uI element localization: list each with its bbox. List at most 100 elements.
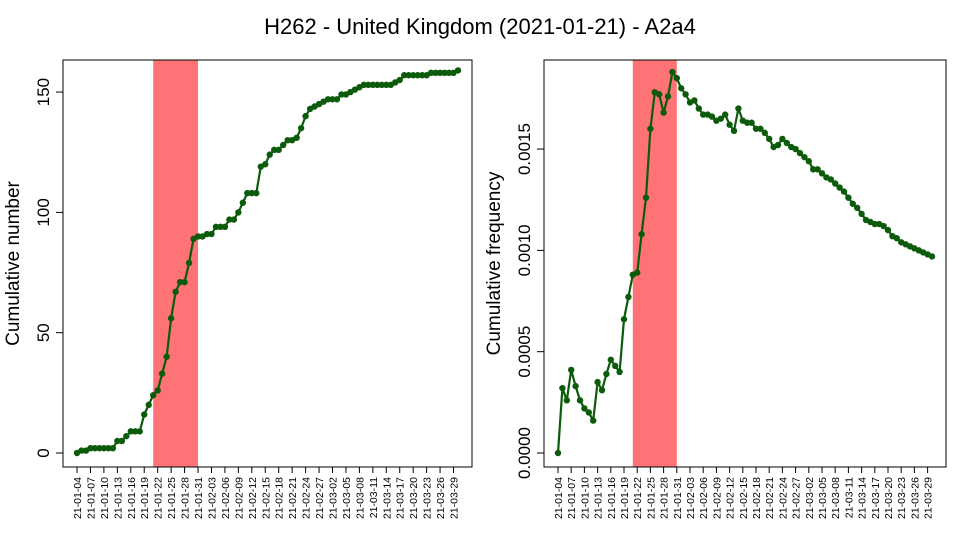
x-tick-label: 21-02-18 xyxy=(274,477,286,519)
data-point xyxy=(324,96,332,103)
x-tick-label: 21-01-07 xyxy=(85,477,97,519)
data-point xyxy=(616,368,623,376)
data-point xyxy=(893,235,900,242)
x-tick-label: 21-01-13 xyxy=(593,477,605,519)
x-tick-label: 21-02-21 xyxy=(287,477,299,519)
data-point xyxy=(722,111,729,118)
data-point xyxy=(647,125,654,132)
data-point xyxy=(792,145,799,153)
x-tick-label: 21-01-28 xyxy=(659,477,671,519)
data-point xyxy=(827,176,834,183)
figure-title: H262 - United Kingdom (2021-01-21) - A2a… xyxy=(264,14,696,39)
data-point xyxy=(572,382,579,390)
data-point xyxy=(271,146,278,154)
x-tick-label: 21-01-19 xyxy=(139,477,151,519)
x-tick-label: 21-03-23 xyxy=(422,477,434,519)
data-point xyxy=(576,397,584,404)
data-point xyxy=(656,91,663,98)
data-point xyxy=(594,378,601,386)
x-tick-label: 21-03-08 xyxy=(830,477,842,519)
data-point xyxy=(884,226,892,234)
data-point xyxy=(783,139,790,147)
x-tick-label: 21-02-27 xyxy=(791,477,803,519)
data-point xyxy=(634,269,641,276)
data-point xyxy=(132,428,139,435)
data-point xyxy=(620,316,628,323)
x-tick-label: 21-01-25 xyxy=(645,477,657,519)
data-point xyxy=(559,384,566,392)
data-point xyxy=(871,220,878,228)
data-point xyxy=(818,170,826,177)
x-tick-label: 21-03-05 xyxy=(817,477,829,519)
data-point xyxy=(230,216,238,223)
data-point xyxy=(748,119,755,126)
data-point xyxy=(563,397,570,404)
data-point xyxy=(275,146,282,154)
x-tick-label: 21-03-11 xyxy=(843,477,855,518)
data-point xyxy=(568,366,575,374)
data-point xyxy=(845,194,852,201)
data-point xyxy=(365,81,372,89)
x-tick-label: 21-01-04 xyxy=(553,477,565,519)
data-point xyxy=(779,135,786,143)
x-tick-label: 21-02-15 xyxy=(738,477,750,519)
x-tick-label: 21-02-24 xyxy=(777,477,789,519)
data-point xyxy=(678,85,685,92)
data-point xyxy=(454,67,462,74)
y-tick-label: 0.0000 xyxy=(515,427,534,479)
data-point xyxy=(378,81,385,89)
data-point xyxy=(176,278,184,286)
data-point xyxy=(880,222,887,230)
data-point xyxy=(418,72,426,79)
data-point xyxy=(840,188,848,195)
data-point xyxy=(167,315,175,322)
x-tick-label: 21-03-20 xyxy=(883,477,895,519)
data-point xyxy=(109,444,117,452)
x-tick-label: 21-03-14 xyxy=(857,477,869,519)
data-point xyxy=(118,437,126,445)
data-point xyxy=(928,253,936,260)
data-point xyxy=(774,141,782,149)
data-point xyxy=(832,180,839,187)
data-point xyxy=(757,125,764,132)
data-point xyxy=(150,392,157,399)
data-point xyxy=(603,370,610,378)
plot-frame xyxy=(62,59,473,468)
data-point xyxy=(730,127,738,135)
data-point xyxy=(194,233,202,240)
data-point xyxy=(752,125,760,132)
data-point xyxy=(682,91,689,98)
data-point xyxy=(744,119,751,126)
data-point xyxy=(414,72,421,79)
data-point xyxy=(607,356,614,363)
data-point xyxy=(105,444,112,452)
data-point xyxy=(673,74,680,82)
data-point xyxy=(329,96,336,103)
data-point xyxy=(136,428,143,435)
data-point xyxy=(338,91,345,98)
x-tick-label: 21-02-03 xyxy=(206,477,218,519)
x-tick-label: 21-02-15 xyxy=(260,477,272,519)
data-point xyxy=(854,204,861,212)
x-tick-label: 21-02-12 xyxy=(247,477,259,519)
data-point xyxy=(87,444,94,452)
x-tick-label: 21-01-22 xyxy=(632,477,644,519)
y-tick-label: 0.0010 xyxy=(515,224,534,276)
data-point xyxy=(761,129,768,137)
data-point xyxy=(735,105,742,112)
highlight-band xyxy=(632,60,677,467)
data-point xyxy=(401,72,408,79)
data-point xyxy=(333,96,341,103)
data-point xyxy=(96,444,103,452)
data-point xyxy=(849,200,856,207)
x-tick-label: 21-02-27 xyxy=(314,477,326,519)
x-tick-label: 21-02-21 xyxy=(764,477,776,519)
x-tick-label: 21-01-31 xyxy=(193,477,205,519)
data-point xyxy=(284,136,291,144)
x-tick-label: 21-02-24 xyxy=(301,477,313,519)
data-point xyxy=(141,411,148,418)
data-point xyxy=(212,223,220,231)
x-tick-label: 21-02-09 xyxy=(233,477,245,519)
x-tick-label: 21-01-22 xyxy=(153,477,165,519)
